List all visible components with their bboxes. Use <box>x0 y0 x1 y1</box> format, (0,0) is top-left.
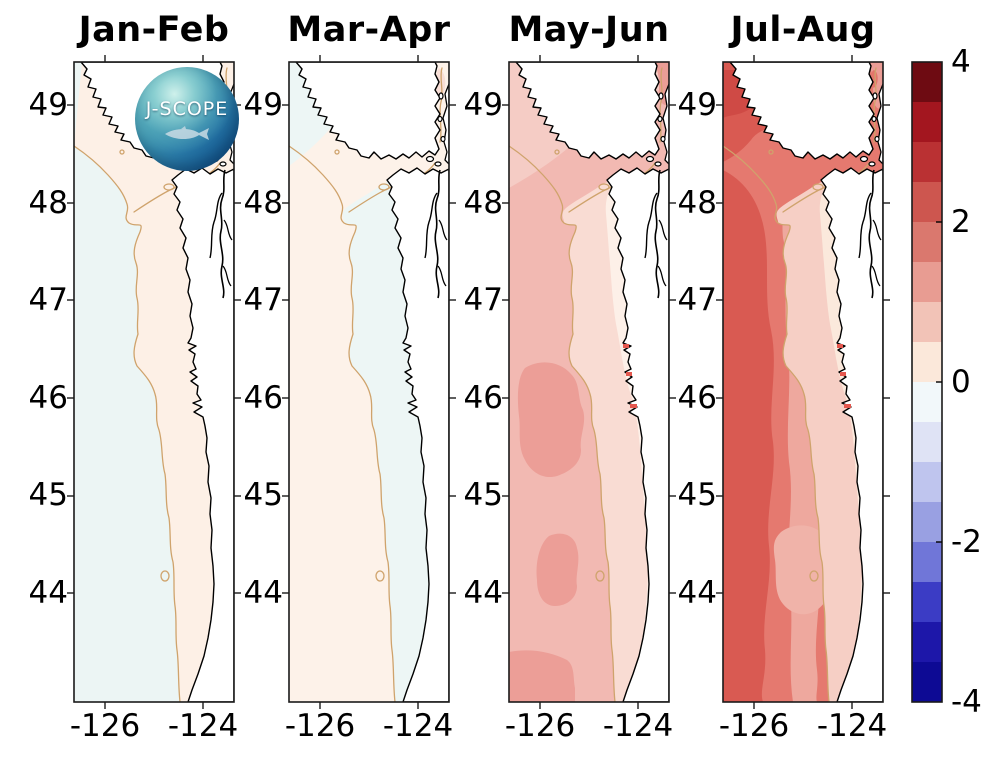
lat-label: 45 <box>243 477 283 513</box>
panel-title-jan-feb: Jan-Feb <box>78 10 230 50</box>
lat-label: 49 <box>28 87 68 123</box>
map-may-jun <box>501 54 677 710</box>
lat-label: 45 <box>463 477 503 513</box>
lat-label: 47 <box>28 282 68 318</box>
colorbar-tick-label: -2 <box>951 524 982 560</box>
jscope-logo: J-SCOPE <box>135 67 239 171</box>
panel-title-jul-aug: Jul-Aug <box>730 10 876 50</box>
lat-label: 49 <box>243 87 283 123</box>
panel-title-mar-apr: Mar-Apr <box>287 10 451 50</box>
lat-label: 47 <box>677 282 717 318</box>
lat-label: 47 <box>463 282 503 318</box>
lon-label: -124 <box>382 708 454 744</box>
lat-label: 48 <box>677 185 717 221</box>
lat-label: 44 <box>28 575 68 611</box>
lat-label: 48 <box>463 185 503 221</box>
colorbar-tick-label: 2 <box>951 204 971 240</box>
map-mar-apr <box>281 54 457 710</box>
fish-icon <box>165 126 209 140</box>
colorbar-tick-label: 4 <box>951 44 971 80</box>
lat-label: 45 <box>28 477 68 513</box>
lon-label: -126 <box>69 708 141 744</box>
colorbar-tick-label: -4 <box>951 684 982 720</box>
lon-label: -124 <box>602 708 674 744</box>
lat-label: 46 <box>463 380 503 416</box>
lon-label: -126 <box>284 708 356 744</box>
jscope-logo-text: J-SCOPE <box>145 98 229 120</box>
lat-label: 44 <box>243 575 283 611</box>
lat-label: 49 <box>677 87 717 123</box>
lat-label: 45 <box>677 477 717 513</box>
lat-label: 47 <box>243 282 283 318</box>
lat-label: 49 <box>463 87 503 123</box>
map-jul-aug <box>715 54 891 710</box>
lon-label: -126 <box>504 708 576 744</box>
panel-title-may-jun: May-Jun <box>508 10 670 50</box>
lat-label: 46 <box>677 380 717 416</box>
lat-label: 44 <box>463 575 503 611</box>
lon-label: -124 <box>816 708 888 744</box>
lat-label: 46 <box>28 380 68 416</box>
lat-label: 44 <box>677 575 717 611</box>
lon-label: -126 <box>718 708 790 744</box>
colorbar-tick-label: 0 <box>951 364 971 400</box>
lat-label: 48 <box>243 185 283 221</box>
lat-label: 48 <box>28 185 68 221</box>
colorbar <box>911 61 943 703</box>
lon-label: -124 <box>167 708 239 744</box>
lat-label: 46 <box>243 380 283 416</box>
